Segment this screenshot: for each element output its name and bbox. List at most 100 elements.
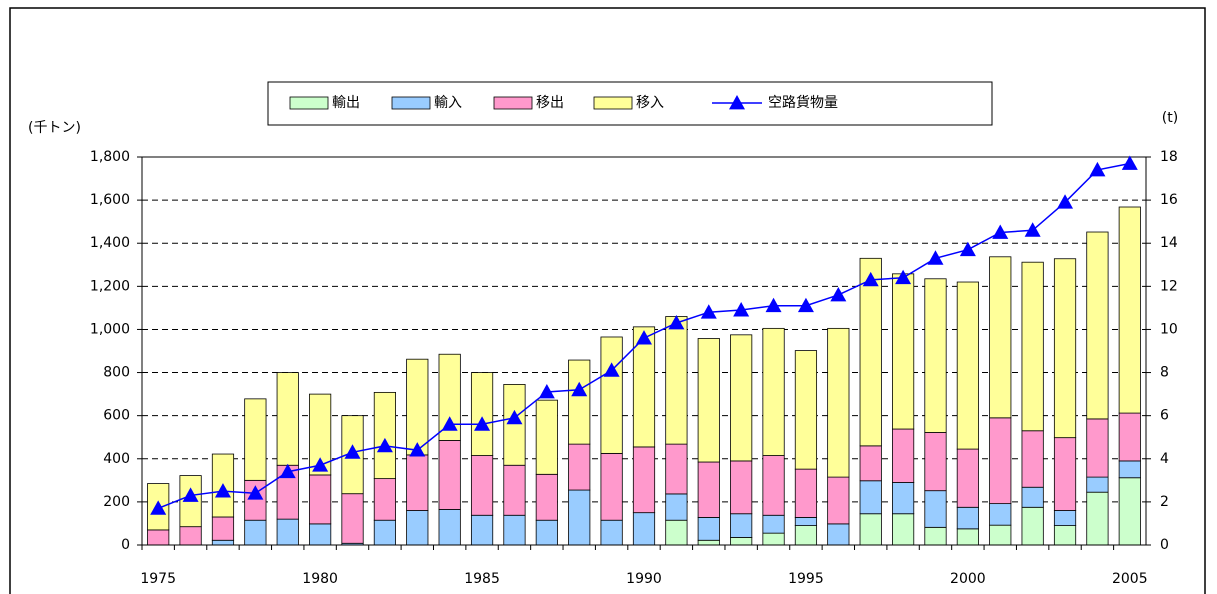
line-marker [636,330,652,345]
bar [989,503,1012,526]
bar [632,512,656,546]
bar [697,539,720,546]
bar [762,514,785,534]
bar [697,461,720,518]
bar [503,384,526,466]
line-marker [279,463,296,479]
bar [859,513,882,546]
bar [730,537,753,546]
plot-area [141,156,1147,546]
y2-tick-label: 14 [1160,235,1178,251]
line-marker [862,271,879,287]
bar [147,529,170,546]
y-tick-label: 200 [103,494,130,510]
line-marker [765,297,782,313]
bar [438,440,461,510]
legend-label: 空路貨物量 [768,94,838,111]
bar [1053,525,1077,546]
y-tick-label: 1,200 [90,278,130,294]
bar [309,523,332,546]
bar [1021,430,1044,488]
bar [956,281,979,450]
bar [244,398,267,481]
bar [924,432,947,492]
bar [989,417,1012,505]
bar [244,519,267,546]
bar [762,455,785,516]
line-marker [1024,222,1041,237]
line-marker [571,381,588,397]
x-tick-label: 1980 [302,571,338,587]
line-marker [830,286,847,302]
bar [503,464,526,516]
bar [373,391,396,480]
x-tick-label: 2000 [950,571,986,587]
line-marker [214,483,231,498]
y2-tick-label: 6 [1160,408,1169,424]
legend-marker [729,95,745,110]
bar [924,526,947,546]
bar [1086,231,1109,420]
line-marker [1057,194,1074,209]
y-tick-label: 1,800 [90,149,130,165]
bar [730,513,753,538]
line-marker [895,269,912,285]
line-marker [376,437,393,453]
bar [1118,460,1141,479]
bar [600,336,623,454]
line-marker [312,457,329,472]
line-marker [733,302,750,317]
bar [535,473,558,521]
bar [568,489,591,546]
line-marker [441,416,458,431]
bar [632,446,656,514]
bar [924,278,947,433]
y2-tick-label: 0 [1160,537,1169,553]
line-marker [992,224,1009,239]
bar [794,525,818,546]
bar [600,519,623,546]
line-marker [344,444,361,459]
bar [697,338,720,463]
legend-swatch [391,96,431,110]
bar [276,372,299,466]
bar [568,443,591,491]
bar [373,478,396,521]
y-tick-label: 800 [103,365,130,381]
bar [827,523,850,546]
bar [892,482,915,515]
bar [438,353,461,441]
bar [406,510,429,546]
bar [730,460,753,515]
bar [1118,412,1141,462]
bar [600,452,623,521]
bar [373,519,396,546]
bar [1086,491,1109,546]
x-tick-label: 1995 [788,571,824,587]
bar [179,526,202,546]
y-tick-label: 1,000 [90,321,130,337]
y-tick-label: 1,600 [90,192,130,208]
bar [665,519,688,546]
bar [730,334,753,462]
legend-swatch [493,96,533,110]
bar [697,517,720,541]
bar [1118,206,1141,414]
bar [794,468,818,518]
frame [9,7,1206,594]
bar [892,513,915,546]
y2-tick-label: 4 [1160,451,1169,467]
bar [1021,486,1044,508]
y2-tick-label: 2 [1160,494,1169,510]
bar [859,257,882,447]
bar [762,532,785,546]
bar [503,514,526,546]
line-marker [603,362,620,377]
y-tick-label: 0 [121,537,130,553]
line-marker [506,409,523,425]
line-marker [700,304,717,319]
bar [892,273,915,430]
bar [211,539,235,546]
bar [309,393,332,476]
